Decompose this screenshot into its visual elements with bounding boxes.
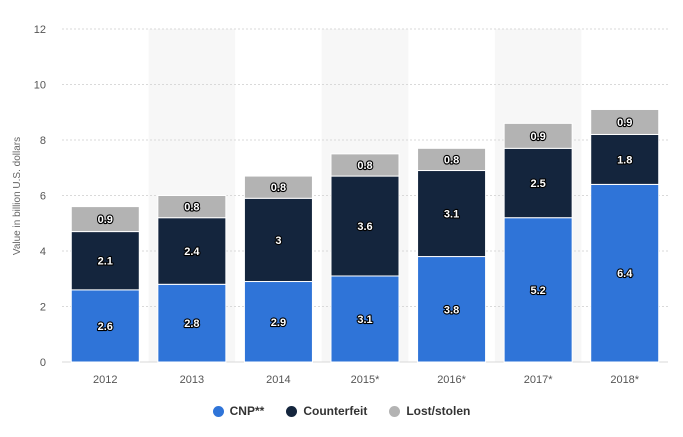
- x-tick-label: 2013: [180, 374, 204, 386]
- y-tick-label: 8: [40, 135, 46, 147]
- data-label: 0.8: [357, 160, 372, 172]
- data-label: 0.9: [98, 214, 113, 226]
- bar-segment-counterfeit: [157, 217, 227, 285]
- data-label: 0.8: [444, 154, 459, 166]
- data-label: 5.2: [530, 285, 545, 297]
- bar-segment-cnp: [330, 275, 400, 363]
- bar-segment-cnp: [590, 183, 660, 363]
- data-label: 2.9: [271, 317, 286, 329]
- bar-segment-cnp: [70, 289, 140, 363]
- data-label: 2.1: [98, 256, 113, 268]
- data-label: 3.6: [357, 221, 372, 233]
- data-label: 0.9: [617, 117, 632, 129]
- x-tick-label: 2018*: [610, 374, 639, 386]
- legend-item[interactable]: Counterfeit: [286, 404, 367, 418]
- bar-segment-loststolen: [590, 108, 660, 135]
- x-tick-label: 2017*: [524, 374, 553, 386]
- bar-segment-counterfeit: [70, 231, 140, 291]
- legend-swatch: [212, 405, 224, 417]
- y-axis-title: Value in billion U.S. dollars: [12, 137, 23, 255]
- x-axis: 2012 2013 2014 2015* 2016* 2017* 2018*: [93, 374, 640, 386]
- bar-segment-loststolen: [503, 122, 573, 149]
- data-label: 0.8: [184, 202, 199, 214]
- y-tick-label: 10: [34, 80, 46, 92]
- y-tick-label: 2: [40, 302, 46, 314]
- y-tick-label: 12: [34, 24, 46, 36]
- y-tick-label: 4: [40, 246, 46, 258]
- bar-segment-cnp: [503, 217, 573, 363]
- data-label: 3.1: [357, 314, 372, 326]
- data-label: 3.1: [444, 209, 459, 221]
- data-label: 2.8: [184, 318, 199, 330]
- data-label: 2.6: [98, 321, 113, 333]
- bar-segment-counterfeit: [503, 147, 573, 219]
- x-tick-label: 2016*: [437, 374, 466, 386]
- bar-segments: [70, 108, 660, 363]
- legend: CNP** Counterfeit Lost/stolen: [0, 404, 683, 418]
- legend-label: Counterfeit: [303, 404, 368, 418]
- x-tick-label: 2015*: [351, 374, 380, 386]
- data-label: 2.4: [184, 246, 200, 258]
- legend-label: Lost/stolen: [406, 404, 471, 418]
- bar-segment-loststolen: [70, 206, 140, 233]
- legend-label: CNP**: [229, 404, 265, 418]
- y-axis: 0 2 4 6 8 10 12: [34, 24, 46, 369]
- bar-segment-cnp: [417, 256, 487, 363]
- legend-item[interactable]: Lost/stolen: [389, 404, 470, 418]
- legend-swatch: [389, 405, 401, 417]
- data-label: 3.8: [444, 304, 459, 316]
- data-label: 6.4: [617, 268, 633, 280]
- y-tick-label: 6: [40, 191, 46, 203]
- bar-segment-loststolen: [243, 175, 313, 199]
- bar-segment-loststolen: [417, 147, 487, 172]
- bar-segment-loststolen: [330, 153, 400, 177]
- data-label: 2.5: [530, 178, 545, 190]
- legend-item[interactable]: CNP**: [212, 404, 265, 418]
- bar-segment-loststolen: [157, 195, 227, 219]
- data-label: 3: [275, 235, 281, 247]
- x-tick-label: 2014: [266, 374, 290, 386]
- data-labels: 2.6 2.1 0.9 2.8 2.4 0.8 2.9 3 0.8 3.1 3.6 0.8 3.8 3.1…: [97, 116, 635, 334]
- data-label: 0.8: [271, 182, 286, 194]
- bar-segment-counterfeit: [330, 175, 400, 277]
- bar-segment-cnp: [243, 281, 313, 363]
- x-tick-label: 2012: [93, 374, 117, 386]
- legend-swatch: [286, 405, 298, 417]
- data-label: 1.8: [617, 154, 632, 166]
- y-tick-label: 0: [40, 357, 46, 369]
- data-label: 0.9: [530, 131, 545, 143]
- bar-segment-cnp: [157, 283, 227, 363]
